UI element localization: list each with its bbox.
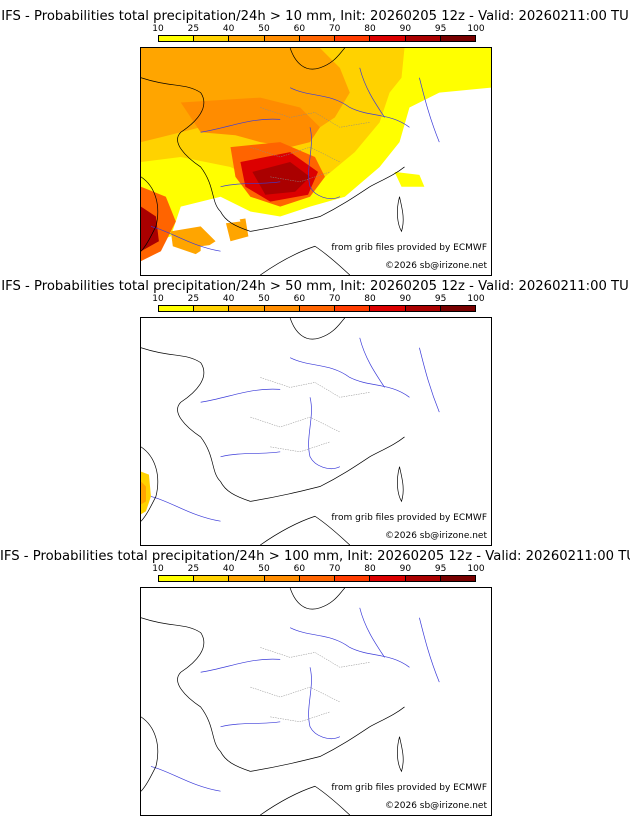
map-frame[interactable]: from grib files provided by ECMWF ©2026 … bbox=[140, 317, 492, 546]
scale-tick-label: 25 bbox=[187, 564, 200, 574]
color-scale: 10 25 40 50 60 70 80 90 95 100 bbox=[152, 24, 485, 42]
scale-tick-label: 95 bbox=[434, 24, 447, 34]
scale-swatch bbox=[335, 36, 371, 41]
probability-field bbox=[141, 471, 151, 515]
scale-tick-label: 80 bbox=[364, 24, 376, 34]
scale-tick-label: 10 bbox=[152, 294, 164, 304]
scale-swatch bbox=[370, 306, 406, 311]
probability-field bbox=[141, 48, 491, 275]
scale-swatch bbox=[229, 576, 265, 581]
scale-swatch bbox=[335, 576, 371, 581]
scale-tick-label: 10 bbox=[152, 564, 164, 574]
scale-swatches bbox=[158, 305, 476, 312]
scale-tick-label: 70 bbox=[328, 564, 341, 574]
scale-tick-label: 25 bbox=[187, 294, 200, 304]
scale-swatch bbox=[370, 576, 406, 581]
color-scale: 10 25 40 50 60 70 80 90 95 100 bbox=[152, 564, 485, 582]
scale-swatch bbox=[159, 306, 195, 311]
scale-tick-label: 70 bbox=[328, 24, 341, 34]
scale-tick-label: 50 bbox=[258, 294, 270, 304]
scale-tick-label: 40 bbox=[222, 294, 235, 304]
scale-swatch bbox=[264, 36, 300, 41]
scale-swatch bbox=[299, 306, 336, 311]
map-frame[interactable]: from grib files provided by ECMWF ©2026 … bbox=[140, 47, 492, 276]
scale-tick-label: 60 bbox=[293, 564, 306, 574]
rivers bbox=[150, 607, 440, 792]
scale-tick-label: 40 bbox=[222, 564, 235, 574]
scale-swatch bbox=[299, 576, 336, 581]
rivers bbox=[150, 67, 440, 252]
scale-tick-label: 25 bbox=[187, 24, 200, 34]
probability-map bbox=[141, 318, 440, 545]
scale-tick-label: 100 bbox=[467, 564, 485, 574]
scale-swatch bbox=[194, 306, 230, 311]
scale-swatch bbox=[264, 576, 300, 581]
coastlines bbox=[141, 588, 405, 815]
scale-tick-label: 80 bbox=[364, 294, 376, 304]
scale-tick-label: 50 bbox=[258, 24, 270, 34]
scale-swatch bbox=[264, 306, 300, 311]
scale-swatch bbox=[405, 576, 441, 581]
scale-swatch bbox=[440, 306, 475, 311]
scale-tick-label: 90 bbox=[399, 294, 412, 304]
admin-boundaries bbox=[250, 107, 370, 183]
panel-50mm: IFS - Probabilities total precipitation/… bbox=[0, 270, 630, 546]
coastlines bbox=[141, 48, 405, 275]
coastlines bbox=[141, 318, 405, 545]
scale-swatch bbox=[194, 36, 230, 41]
scale-tick-label: 95 bbox=[434, 564, 447, 574]
scale-swatch bbox=[299, 36, 336, 41]
scale-tick-label: 90 bbox=[399, 24, 412, 34]
scale-swatch bbox=[229, 306, 265, 311]
scale-swatch bbox=[440, 576, 475, 581]
probability-map bbox=[141, 48, 491, 275]
scale-tick-label: 10 bbox=[152, 24, 164, 34]
scale-swatch bbox=[405, 306, 441, 311]
scale-tick-label: 80 bbox=[364, 564, 376, 574]
scale-swatches bbox=[158, 575, 476, 582]
scale-swatch bbox=[159, 576, 195, 581]
rivers bbox=[150, 337, 440, 522]
panel-100mm: IFS - Probabilities total precipitation/… bbox=[0, 540, 630, 816]
copyright: ©2026 sb@irizone.net bbox=[385, 531, 487, 541]
scale-swatch bbox=[335, 306, 371, 311]
scale-swatch bbox=[440, 36, 475, 41]
source-credit: from grib files provided by ECMWF bbox=[331, 513, 487, 523]
map-title: IFS - Probabilities total precipitation/… bbox=[1, 9, 629, 24]
probability-map bbox=[141, 588, 440, 815]
source-credit: from grib files provided by ECMWF bbox=[331, 783, 487, 793]
scale-tick-label: 70 bbox=[328, 294, 341, 304]
scale-tick-label: 100 bbox=[467, 24, 485, 34]
scale-tick-label: 100 bbox=[467, 294, 485, 304]
map-title: IFS - Probabilities total precipitation/… bbox=[0, 549, 630, 564]
scale-swatch bbox=[229, 36, 265, 41]
scale-swatch bbox=[405, 36, 441, 41]
scale-swatch bbox=[194, 576, 230, 581]
scale-tick-label: 60 bbox=[293, 24, 306, 34]
scale-tick-label: 90 bbox=[399, 564, 412, 574]
copyright: ©2026 sb@irizone.net bbox=[385, 801, 487, 811]
map-frame[interactable]: from grib files provided by ECMWF ©2026 … bbox=[140, 587, 492, 816]
source-credit: from grib files provided by ECMWF bbox=[331, 243, 487, 253]
map-title: IFS - Probabilities total precipitation/… bbox=[1, 279, 629, 294]
panel-10mm: IFS - Probabilities total precipitation/… bbox=[0, 0, 630, 276]
color-scale: 10 25 40 50 60 70 80 90 95 100 bbox=[152, 294, 485, 312]
scale-swatches bbox=[158, 35, 476, 42]
copyright: ©2026 sb@irizone.net bbox=[385, 261, 487, 271]
scale-swatch bbox=[159, 36, 195, 41]
scale-swatch bbox=[370, 36, 406, 41]
scale-tick-label: 40 bbox=[222, 24, 235, 34]
admin-boundaries bbox=[250, 647, 370, 723]
admin-boundaries bbox=[250, 377, 370, 453]
scale-tick-label: 95 bbox=[434, 294, 447, 304]
scale-tick-label: 50 bbox=[258, 564, 270, 574]
scale-tick-label: 60 bbox=[293, 294, 306, 304]
